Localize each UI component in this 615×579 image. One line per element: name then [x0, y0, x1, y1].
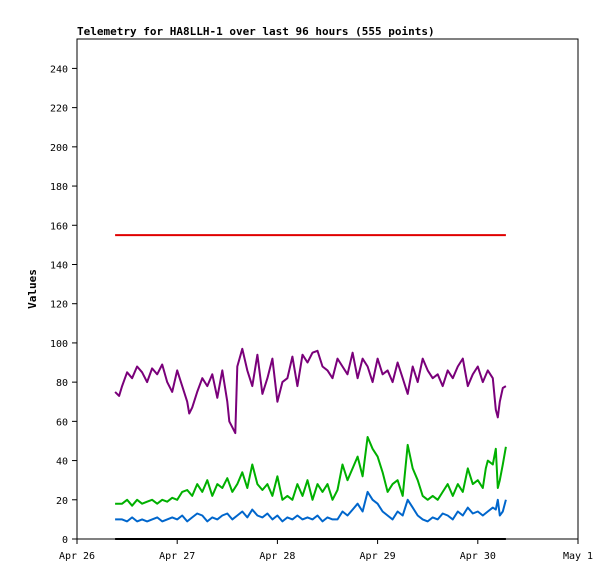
y-tick-label: 160: [50, 221, 68, 232]
y-tick-label: 40: [56, 457, 68, 468]
x-tick-label: May 1: [563, 551, 593, 562]
y-tick-label: 100: [50, 339, 68, 350]
series-line-blue: [115, 490, 507, 523]
y-axis-label: Values: [26, 269, 39, 309]
y-axis: 0 20 40 60 80 100 120 140 160 180 200 220 240: [50, 64, 77, 546]
series-lines: [114, 234, 507, 540]
y-tick-label: 80: [56, 378, 68, 389]
chart-title: Telemetry for HA8LLH-1 over last 96 hour…: [77, 25, 435, 38]
y-tick-label: 240: [50, 64, 68, 75]
x-axis: Apr 26 Apr 27 Apr 28 Apr 29 Apr 30 May 1: [59, 539, 593, 562]
y-tick-label: 20: [56, 496, 68, 507]
series-line-purple: [114, 347, 507, 435]
y-tick-label: 200: [50, 143, 68, 154]
y-tick-label: 220: [50, 104, 68, 115]
y-tick-label: 180: [50, 182, 68, 193]
x-tick-label: Apr 26: [59, 551, 95, 562]
x-tick-label: Apr 29: [360, 551, 396, 562]
x-tick-label: Apr 30: [460, 551, 496, 562]
y-tick-label: 0: [62, 535, 68, 546]
y-tick-label: 60: [56, 417, 68, 428]
x-tick-label: Apr 27: [159, 551, 195, 562]
x-tick-label: Apr 28: [259, 551, 295, 562]
plot-frame: [76, 38, 579, 540]
y-tick-label: 120: [50, 300, 68, 311]
y-tick-label: 140: [50, 260, 68, 271]
series-line-green: [115, 436, 507, 507]
